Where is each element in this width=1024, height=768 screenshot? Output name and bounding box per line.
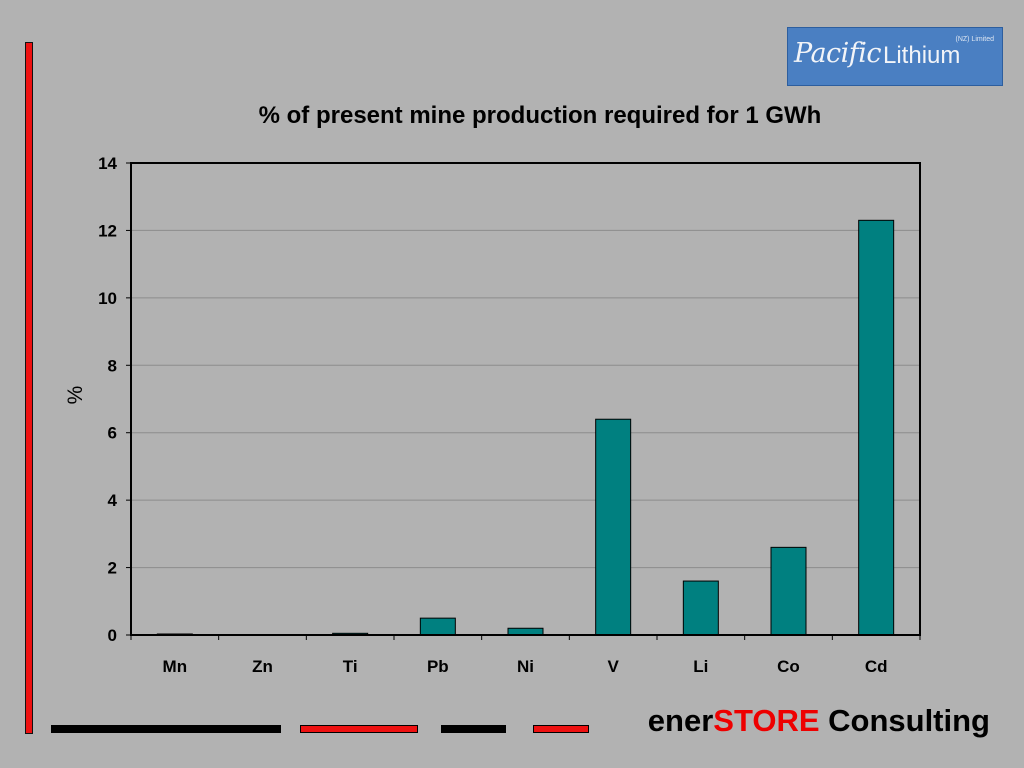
x-tick-label: Li [693, 657, 708, 676]
bar-cd [858, 219, 895, 636]
y-tick-label: 14 [98, 154, 117, 173]
logo-sub-text: (NZ) Limited [955, 36, 994, 43]
logo-script-text: Pacific [794, 38, 882, 69]
bar-pb [419, 617, 456, 636]
x-tick-label: V [607, 657, 619, 676]
bar-co [770, 546, 807, 636]
y-tick-label: 6 [108, 424, 117, 443]
y-tick-label: 0 [108, 626, 117, 645]
brand-accent: STORE [713, 703, 820, 738]
footer-line-red-long [300, 725, 418, 733]
y-tick-label: 12 [98, 221, 117, 240]
brand-prefix: ener [647, 703, 714, 738]
y-axis-label: % [64, 386, 87, 405]
x-tick-label: Ti [343, 657, 358, 676]
x-tick-label: Cd [865, 657, 888, 676]
x-tick-label: Zn [252, 657, 273, 676]
logo-word-text: Lithium [883, 42, 961, 69]
company-logo: Pacific Lithium (NZ) Limited [787, 27, 1003, 86]
x-tick-label: Pb [427, 657, 449, 676]
x-tick-label: Mn [163, 657, 188, 676]
y-tick-label: 10 [98, 289, 117, 308]
y-tick-label: 4 [108, 491, 118, 510]
footer-line-black-long [51, 725, 281, 733]
plot-border [130, 162, 921, 636]
brand-suffix: Consulting [819, 703, 990, 738]
y-tick-label: 2 [108, 559, 117, 578]
x-tick-label: Ni [517, 657, 534, 676]
left-accent-bar [25, 42, 33, 734]
footer-line-red-short [533, 725, 589, 733]
bar-ni [507, 627, 544, 636]
y-tick-label: 8 [108, 356, 117, 375]
x-tick-label: Co [777, 657, 800, 676]
bar-li [682, 580, 719, 636]
footer-line-black-short [441, 725, 506, 733]
chart-title: % of present mine production required fo… [258, 102, 822, 129]
bar-v [595, 418, 632, 636]
footer-brand: enerSTORE Consulting [648, 703, 990, 739]
